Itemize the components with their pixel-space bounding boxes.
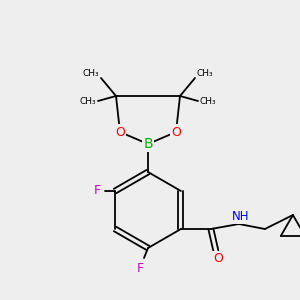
Text: CH₃: CH₃ [80, 97, 96, 106]
Text: CH₃: CH₃ [200, 97, 216, 106]
Text: O: O [171, 125, 181, 139]
Text: CH₃: CH₃ [83, 68, 99, 77]
Text: B: B [143, 137, 153, 151]
Text: O: O [213, 253, 223, 266]
Text: NH: NH [232, 209, 250, 223]
Text: O: O [115, 125, 125, 139]
Text: CH₃: CH₃ [197, 68, 213, 77]
Text: F: F [136, 262, 144, 275]
Text: F: F [94, 184, 101, 197]
